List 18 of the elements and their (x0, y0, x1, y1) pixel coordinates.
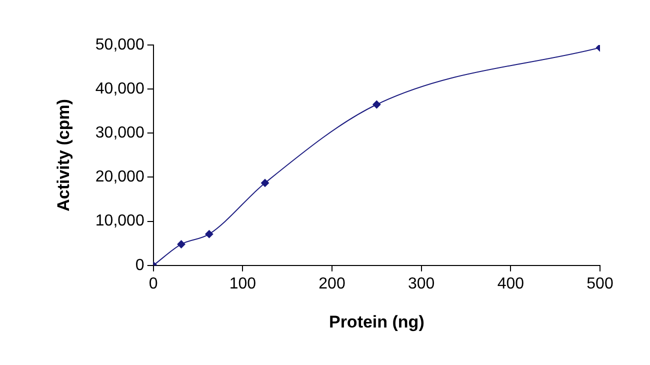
x-tick-label: 400 (497, 275, 524, 292)
point (177, 240, 186, 248)
x-tick-label: 100 (229, 275, 256, 292)
y-tick-label: 10,000 (95, 212, 144, 230)
y-tick-label: 0 (135, 256, 144, 274)
point (205, 230, 214, 238)
y-axis-title: Activity (cpm) (54, 98, 73, 212)
x-tick-label: 300 (408, 275, 435, 292)
y-tick-label: 30,000 (95, 124, 144, 142)
y-tick-label: 40,000 (95, 80, 144, 98)
point (261, 178, 270, 187)
x-tick-label: 200 (318, 275, 346, 292)
x-axis-title: Protein (ng) (328, 312, 424, 332)
x-tick-label: 0 (148, 275, 158, 292)
y-tick-label: 20,000 (95, 168, 144, 186)
x-tick-label: 500 (586, 275, 614, 292)
y-tick-label: 50,000 (95, 36, 144, 54)
point (372, 100, 381, 109)
